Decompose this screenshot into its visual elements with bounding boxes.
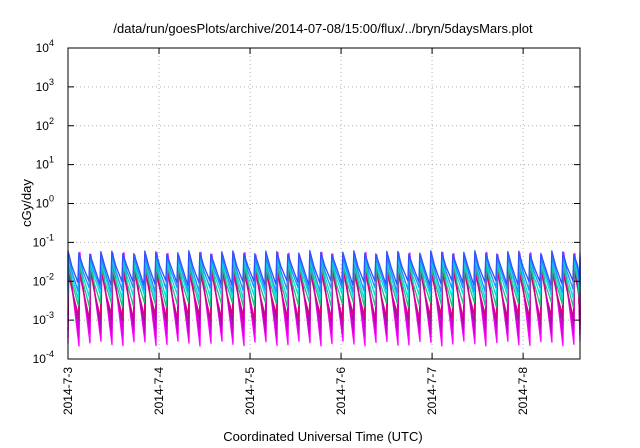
x-tick-label: 2014-7-8 [516,367,530,415]
y-tick-label: 103 [36,77,54,94]
series-line-9 [67,250,581,287]
y-tick-label: 100 [36,194,54,211]
y-tick-label: 10-2 [33,271,54,288]
series-line-8 [67,253,581,293]
y-tick-label: 10-4 [33,349,54,366]
x-tick-label: 2014-7-5 [243,367,257,415]
chart-title: /data/run/goesPlots/archive/2014-07-08/1… [113,21,533,36]
y-tick-label: 104 [36,38,54,55]
y-tick-label: 10-3 [33,310,54,327]
y-axis-label: cGy/day [19,179,34,227]
y-tick-label: 102 [36,116,54,133]
x-tick-label: 2014-7-6 [334,367,348,415]
x-tick-label: 2014-7-7 [425,367,439,415]
x-tick-label: 2014-7-4 [152,367,166,415]
series-line-6 [67,263,581,308]
y-tick-label: 101 [36,155,54,172]
y-tick-label: 10-1 [33,232,54,249]
x-tick-label: 2014-7-3 [61,367,75,415]
series-line-7 [67,257,581,300]
x-axis-label: Coordinated Universal Time (UTC) [223,429,422,444]
axis-ticks: 2014-7-3 2014-7-4 2014-7-5 2014-7-6 2014-7-7… [33,38,580,415]
series-line-5 [67,268,581,321]
series-group [67,250,581,347]
